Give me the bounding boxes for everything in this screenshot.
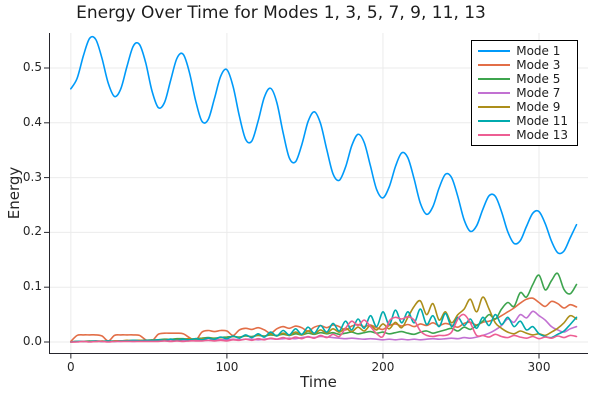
- legend-item: Mode 3: [478, 58, 568, 72]
- chart-title: Energy Over Time for Modes 1, 3, 5, 7, 9…: [76, 3, 486, 23]
- legend-swatch-mode-11: [478, 120, 511, 122]
- y-tick-label: 0.5: [22, 60, 42, 74]
- legend-swatch-mode-5: [478, 78, 511, 80]
- x-tick-label: 0: [67, 360, 75, 374]
- series-line-mode-1: [70, 35, 578, 255]
- y-tick-label: 0.2: [22, 224, 42, 239]
- legend-item: Mode 1: [478, 44, 568, 58]
- series-line-mode-3: [70, 297, 578, 343]
- legend-swatch-mode-7: [478, 92, 511, 94]
- legend-item: Mode 5: [478, 72, 568, 86]
- legend-label: Mode 5: [516, 72, 561, 86]
- legend-item: Mode 7: [478, 86, 568, 100]
- legend-swatch-mode-1: [478, 50, 511, 52]
- series-line-mode-13: [70, 313, 578, 343]
- legend-label: Mode 11: [516, 114, 568, 128]
- legend-swatch-mode-9: [478, 106, 511, 108]
- x-tick-label: 100: [215, 360, 239, 374]
- legend-item: Mode 13: [478, 128, 568, 142]
- legend-label: Mode 1: [516, 44, 561, 58]
- y-tick-label: 0.0: [22, 333, 42, 348]
- y-tick-label: 0.3: [22, 169, 42, 184]
- legend-label: Mode 7: [516, 86, 561, 100]
- legend-item: Mode 11: [478, 114, 568, 128]
- legend: Mode 1 Mode 3 Mode 5 Mode 7 Mode 9 Mode 11 Mod…: [471, 40, 578, 146]
- y-tick-label: 0.4: [22, 114, 42, 129]
- legend-label: Mode 3: [516, 58, 561, 72]
- y-tick-label: 0.1: [22, 279, 42, 294]
- legend-swatch-mode-13: [478, 134, 511, 136]
- legend-label: Mode 13: [516, 128, 568, 142]
- legend-item: Mode 9: [478, 100, 568, 114]
- series-line-mode-9: [70, 296, 578, 343]
- legend-swatch-mode-3: [478, 64, 511, 66]
- x-tick-label: 300: [527, 360, 551, 374]
- x-tick-label: 200: [371, 360, 395, 374]
- x-axis-label: Time: [300, 373, 337, 391]
- series-line-mode-11: [70, 308, 578, 343]
- legend-label: Mode 9: [516, 100, 561, 114]
